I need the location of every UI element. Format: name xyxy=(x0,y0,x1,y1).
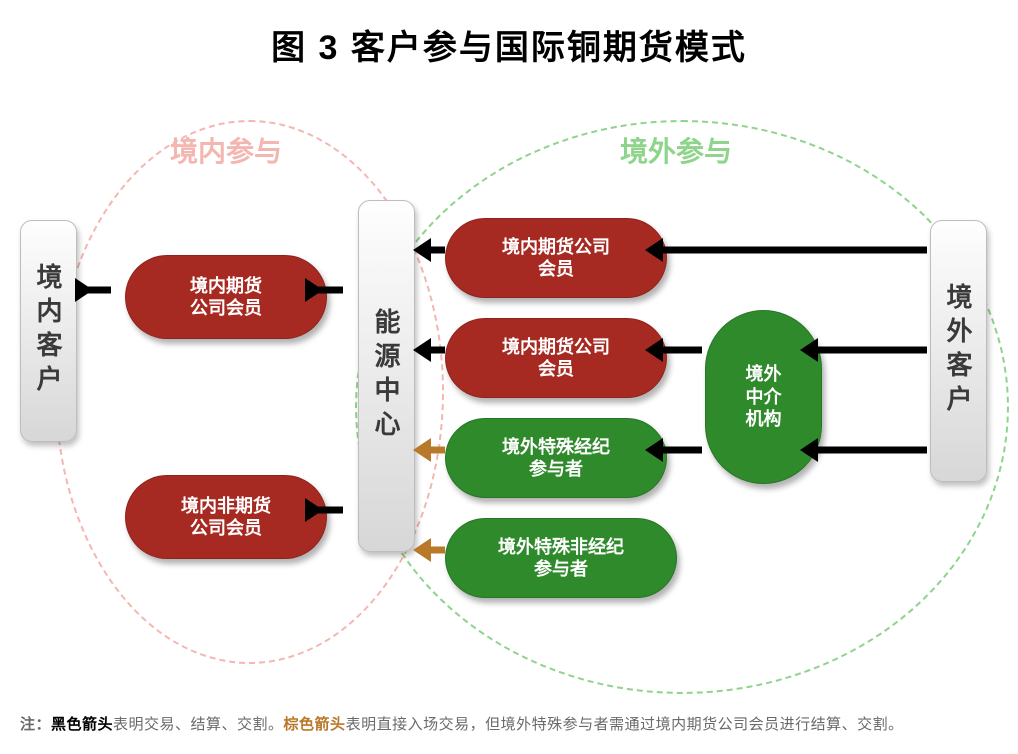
arrow-a8 xyxy=(647,238,927,262)
vbox-energy_center: 能源中心 xyxy=(358,200,415,552)
vbox-overseas_client-text: 境外客户 xyxy=(940,283,977,419)
vbox-domestic_client: 境内客户 xyxy=(20,220,77,442)
arrow-a12 xyxy=(802,438,927,462)
footnote-part: 表明直接入场交易，但境外特殊参与者需通过境内期货公司会员进行结算、交割。 xyxy=(346,716,904,733)
pill-dom_nonmember: 境内非期货公司会员 xyxy=(125,475,327,559)
pill-r_dom_member_1: 境内期货公司会员 xyxy=(445,218,667,298)
footnote: 注：黑色箭头表明交易、结算、交割。棕色箭头表明直接入场交易，但境外特殊参与者需通… xyxy=(20,713,998,734)
arrow-a11 xyxy=(802,338,927,362)
footnote-part: 表明交易、结算、交割。 xyxy=(113,716,284,733)
pill-r_ov_nonbroker: 境外特殊非经纪参与者 xyxy=(445,518,677,598)
arrow-a3 xyxy=(307,498,357,522)
pill-r_ov_broker: 境外特殊经纪参与者 xyxy=(445,418,667,498)
footnote-part: 黑色箭头 xyxy=(51,716,113,733)
region-domestic-label: 境内参与 xyxy=(170,130,282,170)
arrow-a9 xyxy=(647,338,702,362)
arrow-a5 xyxy=(415,338,445,362)
footnote-part: 注： xyxy=(20,716,51,733)
arrow-a2 xyxy=(307,278,357,302)
figure-title: 图 3 客户参与国际铜期货模式 xyxy=(0,20,1018,69)
vbox-energy_center-text: 能源中心 xyxy=(368,308,405,444)
pill-r_dom_member_2: 境内期货公司会员 xyxy=(445,318,667,398)
arrow-a4 xyxy=(415,238,445,262)
arrow-a1 xyxy=(77,278,125,302)
arrow-a6 xyxy=(415,438,445,462)
arrow-a10 xyxy=(647,438,702,462)
region-overseas-ellipse xyxy=(355,120,1009,694)
vbox-domestic_client-text: 境内客户 xyxy=(30,263,67,399)
footnote-part: 棕色箭头 xyxy=(284,716,346,733)
vbox-overseas_client: 境外客户 xyxy=(930,220,987,482)
region-overseas-label: 境外参与 xyxy=(620,130,732,170)
pill-dom_member: 境内期货公司会员 xyxy=(125,255,327,339)
arrow-a7 xyxy=(415,538,445,562)
